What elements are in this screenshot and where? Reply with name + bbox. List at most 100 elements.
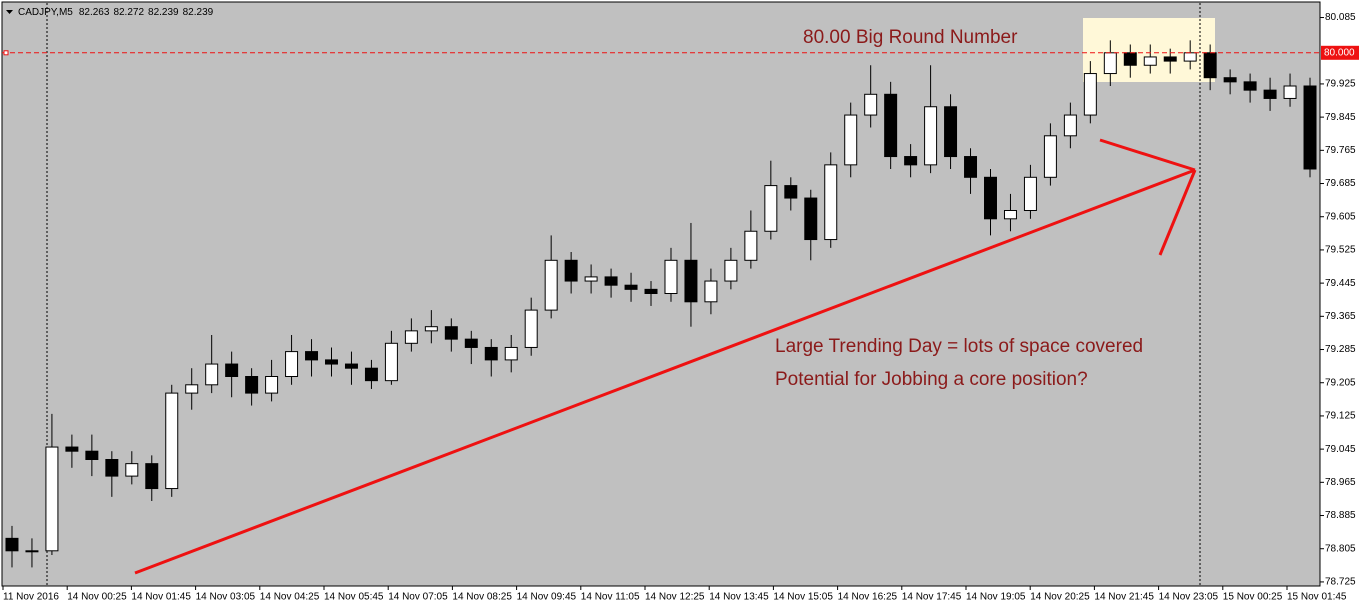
menu-triangle[interactable] xyxy=(6,10,13,14)
candle-body xyxy=(1123,52,1137,66)
candle-body xyxy=(1103,52,1117,75)
plot-area xyxy=(1,1,1321,587)
candle-body xyxy=(884,93,898,158)
trend-line xyxy=(134,168,1196,575)
annotation: Potential for Jobbing a core position? xyxy=(775,369,1088,390)
candle-body xyxy=(484,346,498,361)
symbol: CADJPY,M5 xyxy=(18,7,73,18)
annotation: 80.00 Big Round Number xyxy=(803,27,1018,48)
x-tick-label: 14 Nov 07:05 xyxy=(388,592,448,603)
x-tick-label: 14 Nov 16:25 xyxy=(838,592,898,603)
candle-body xyxy=(1143,56,1157,66)
candle-body xyxy=(1243,81,1257,91)
candle-body xyxy=(664,259,678,294)
candle-body xyxy=(25,550,39,553)
candle-body xyxy=(684,259,698,303)
candle-body xyxy=(604,276,618,286)
level-label-bg xyxy=(1321,45,1359,60)
candle-body xyxy=(205,363,219,386)
candle-body xyxy=(5,537,19,552)
candle-body xyxy=(1263,89,1277,99)
candle-body xyxy=(1183,52,1197,62)
y-tick-label: 79.765 xyxy=(1325,145,1356,156)
candle-body xyxy=(1303,85,1317,170)
candle-body xyxy=(804,197,818,241)
candle-body xyxy=(924,106,938,166)
y-tick-label: 79.525 xyxy=(1325,245,1356,256)
candle-body xyxy=(464,338,478,348)
candle-body xyxy=(325,359,338,365)
hline-group: 80.000 xyxy=(2,45,1359,60)
y-tick-label: 79.605 xyxy=(1325,211,1356,222)
candle-body xyxy=(504,346,518,361)
x-tick-label: 14 Nov 09:45 xyxy=(517,592,577,603)
y-tick-label: 79.205 xyxy=(1325,377,1356,388)
candle-body xyxy=(984,176,997,220)
x-tick-label: 14 Nov 03:05 xyxy=(196,592,256,603)
x-tick-label: 14 Nov 12:25 xyxy=(645,592,705,603)
x-tick-label: 11 Nov 2016 xyxy=(3,592,59,603)
y-tick-label: 79.685 xyxy=(1325,178,1356,189)
candle-body xyxy=(305,351,319,361)
x-tick-label: 14 Nov 19:05 xyxy=(966,592,1026,603)
x-tick-label: 14 Nov 20:25 xyxy=(1030,592,1090,603)
chart-header: CADJPY,M5 82.263 82.272 82.239 82.239 xyxy=(18,7,214,18)
x-tick-label: 14 Nov 05:45 xyxy=(324,592,384,603)
candle-body xyxy=(1083,73,1097,116)
candle-body xyxy=(1003,210,1017,220)
x-tick-label: 15 Nov 00:25 xyxy=(1223,592,1283,603)
y-tick-label: 78.965 xyxy=(1325,477,1356,488)
x-tick-label: 14 Nov 21:45 xyxy=(1094,592,1154,603)
header-value: 82.263 xyxy=(79,7,110,18)
level-label: 80.000 xyxy=(1324,47,1355,58)
header-value: 82.239 xyxy=(148,7,179,18)
candle-body xyxy=(704,280,718,303)
candle-body xyxy=(944,106,958,158)
candle-body xyxy=(185,384,199,394)
candle-body xyxy=(864,93,878,116)
candle-body xyxy=(764,185,778,232)
header-value: 82.272 xyxy=(113,7,144,18)
candle-body xyxy=(744,230,758,261)
level-marker xyxy=(3,50,9,56)
candle-body xyxy=(1163,56,1177,62)
candle-body xyxy=(724,259,738,282)
x-tick-label: 14 Nov 04:25 xyxy=(260,592,320,603)
candle-body xyxy=(1043,135,1057,178)
candle-body xyxy=(644,288,658,295)
candle-body xyxy=(105,459,119,477)
candle-body xyxy=(285,351,299,378)
y-tick-label: 80.085 xyxy=(1325,12,1356,23)
x-tick-label: 14 Nov 11:05 xyxy=(581,592,640,603)
y-tick-label: 79.845 xyxy=(1325,112,1356,123)
candle-body xyxy=(344,363,358,369)
candle-body xyxy=(624,284,638,290)
candle-body xyxy=(964,156,978,178)
candle-body xyxy=(1283,85,1297,99)
x-tick-label: 14 Nov 15:05 xyxy=(773,592,833,603)
y-tick-label: 78.805 xyxy=(1325,543,1356,554)
x-tick-label: 14 Nov 01:45 xyxy=(131,592,191,603)
candle-body xyxy=(245,376,259,394)
candle-body xyxy=(225,363,239,377)
candle-body xyxy=(1063,114,1077,137)
candle-body xyxy=(65,446,79,452)
candle-body xyxy=(165,392,179,490)
x-tick-label: 15 Nov 01:45 xyxy=(1287,592,1347,603)
y-tick-label: 78.885 xyxy=(1325,510,1356,521)
candle-body xyxy=(384,342,398,382)
candle-body xyxy=(904,156,918,166)
candle-body xyxy=(125,463,139,477)
candle-body xyxy=(1203,52,1217,79)
arrow-head xyxy=(1099,138,1196,172)
x-tick-label: 14 Nov 13:45 xyxy=(709,592,769,603)
candle-body xyxy=(1023,176,1037,212)
x-tick-label: 14 Nov 08:25 xyxy=(452,592,512,603)
candle-body xyxy=(784,185,798,199)
candle-body xyxy=(364,367,378,382)
candle-body xyxy=(1223,77,1237,83)
header-value: 82.239 xyxy=(183,7,214,18)
y-tick-label: 79.445 xyxy=(1325,278,1356,289)
